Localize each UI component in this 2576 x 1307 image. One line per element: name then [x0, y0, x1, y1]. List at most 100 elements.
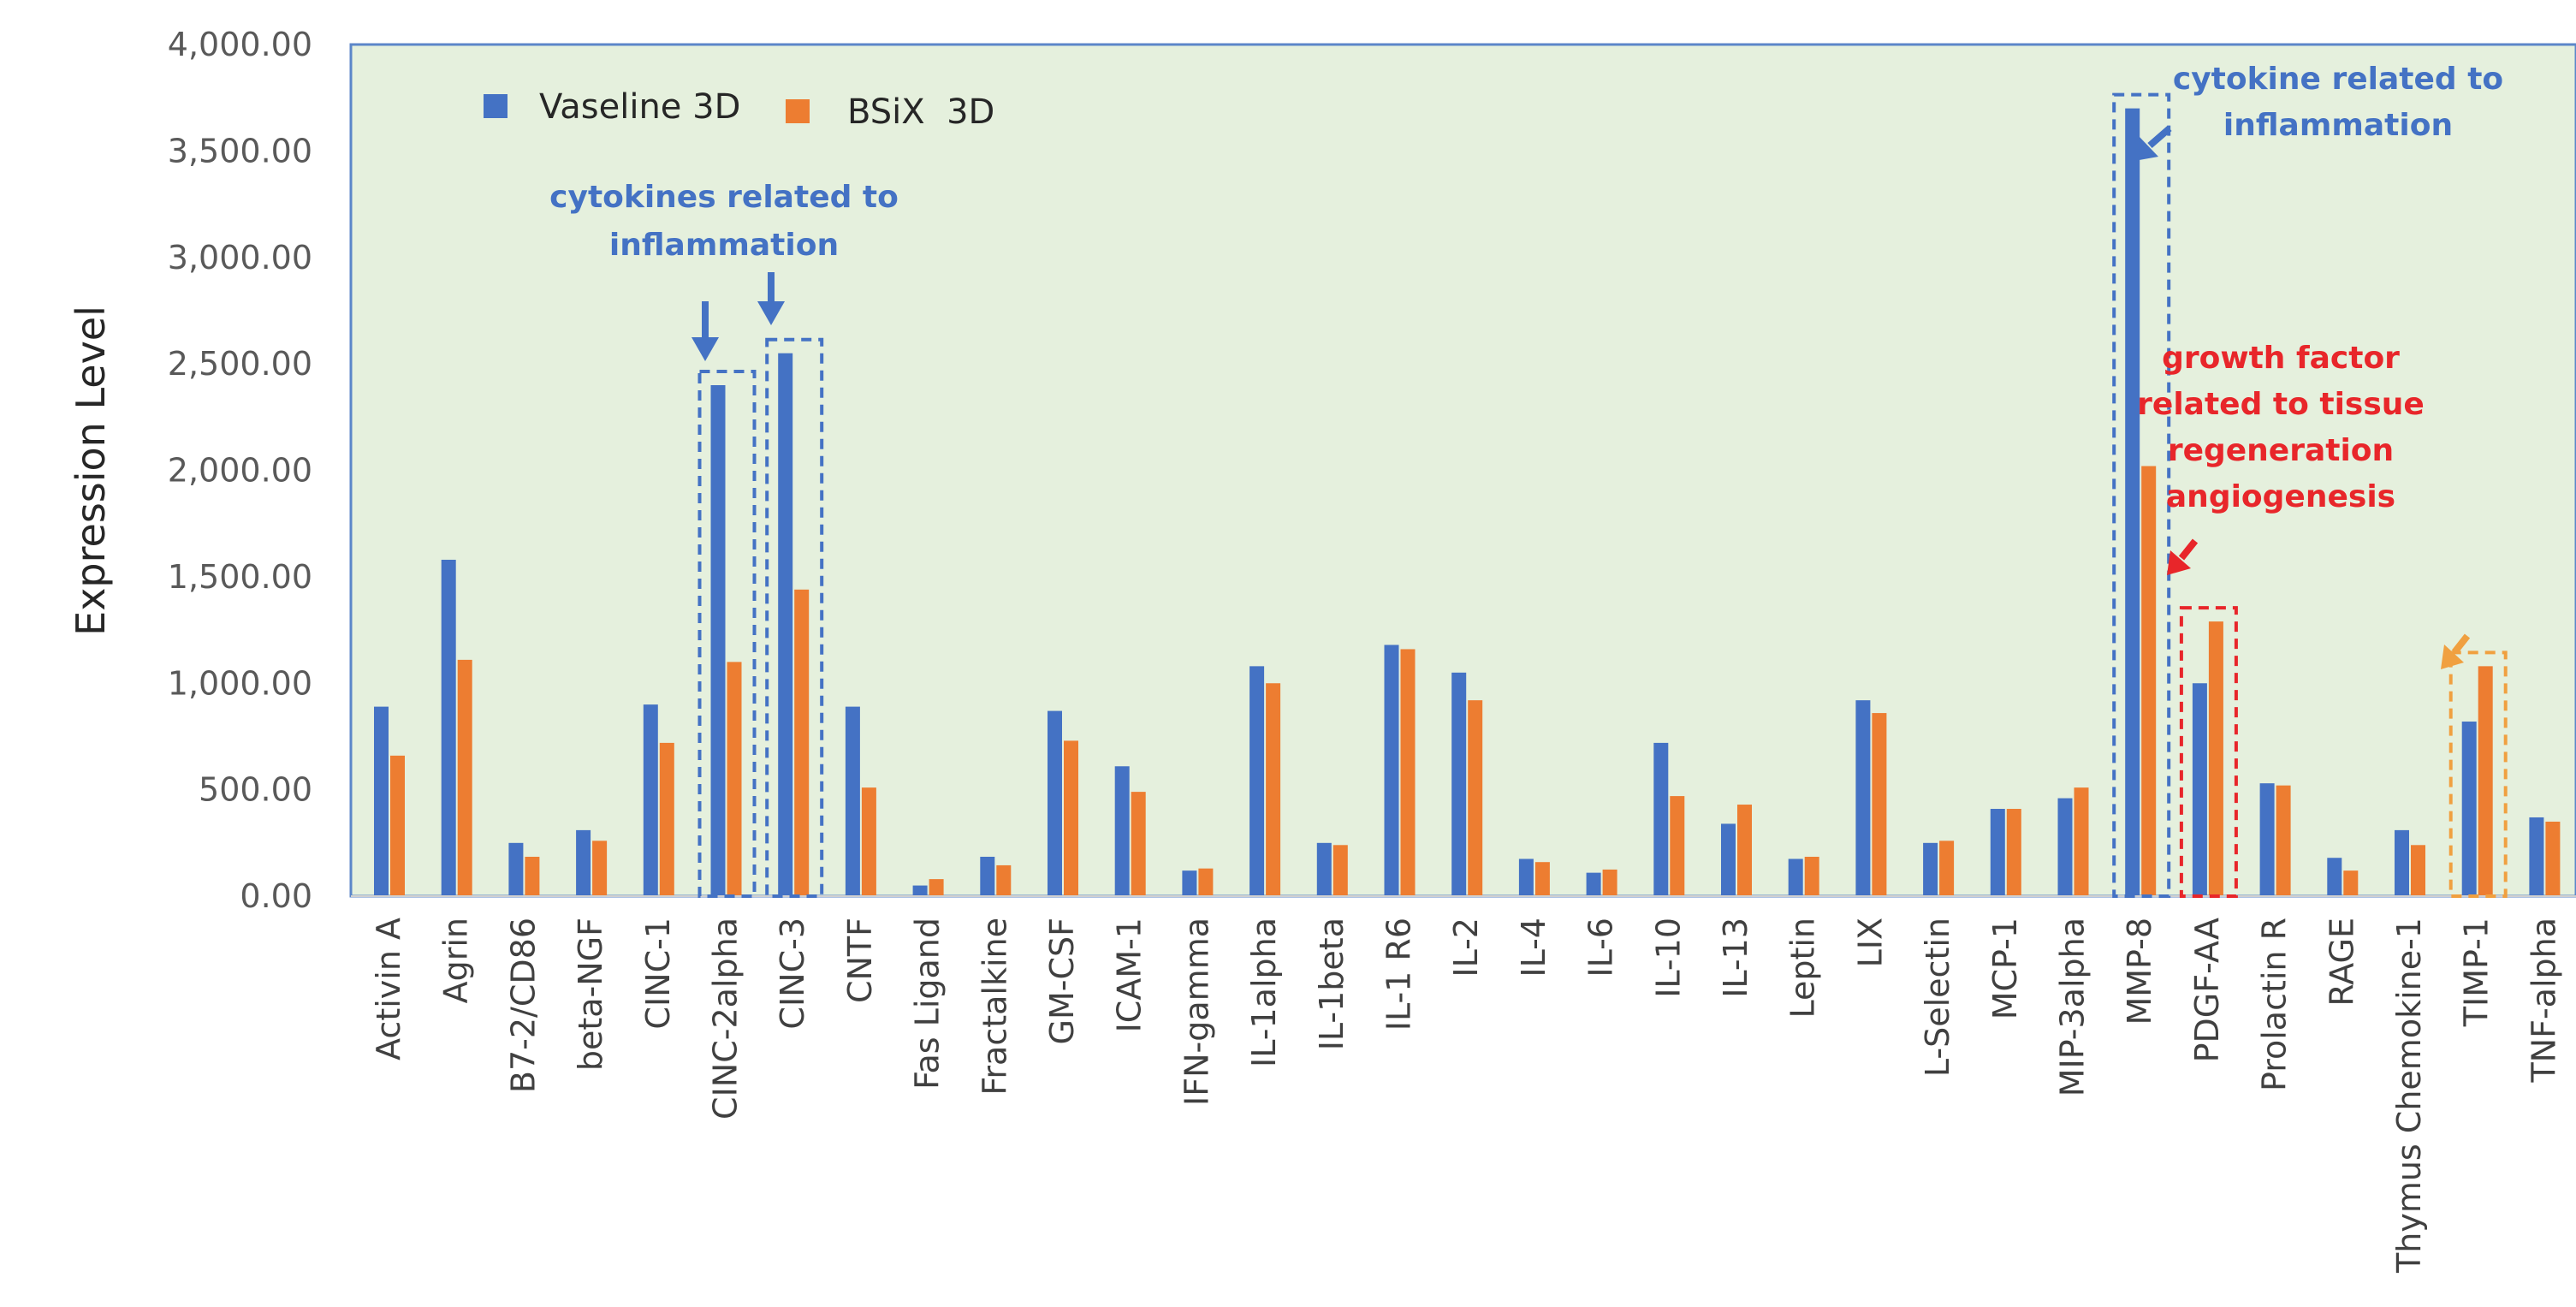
bar-bsix-3d	[1468, 700, 1483, 896]
bar-bsix-3d	[592, 841, 608, 896]
x-tick-label: IL-1alpha	[1245, 918, 1283, 1067]
x-tick-label: IL-1beta	[1313, 918, 1350, 1050]
x-tick-label: Leptin	[1784, 918, 1822, 1019]
bar-vaseline-3d	[2259, 783, 2275, 896]
x-tick-label: CINC-1	[639, 918, 677, 1030]
x-tick-label: LIX	[1851, 918, 1889, 967]
annotation-mmp8-line2: inflammation	[2223, 108, 2453, 143]
x-tick-label: CINC-3	[774, 918, 811, 1030]
bar-bsix-3d	[1131, 792, 1146, 896]
x-tick-label: L-Selectin	[1919, 918, 1956, 1077]
bar-bsix-3d	[390, 755, 405, 896]
arrow-timp1	[2441, 633, 2471, 669]
bar-bsix-3d	[2006, 809, 2021, 896]
y-tick-label: 2,000.00	[168, 452, 312, 490]
x-tick-label: IL-4	[1515, 918, 1552, 977]
bar-vaseline-3d	[1653, 742, 1669, 896]
bar-bsix-3d	[1804, 856, 1819, 896]
bar-vaseline-3d	[441, 559, 456, 896]
bar-bsix-3d	[996, 864, 1012, 896]
bar-bsix-3d	[2276, 785, 2291, 896]
bar-bsix-3d	[2343, 870, 2359, 896]
x-tick-label: MCP-1	[1986, 918, 2024, 1019]
x-tick-label: IFN-gamma	[1178, 918, 1215, 1106]
annotation-pdgf-line2: related to tissue	[2137, 387, 2425, 422]
y-tick-label: 1,500.00	[168, 558, 312, 596]
y-tick-label: 2,500.00	[168, 345, 312, 383]
bar-bsix-3d	[2208, 621, 2223, 896]
bar-vaseline-3d	[2529, 817, 2544, 896]
bar-bsix-3d	[2545, 821, 2561, 896]
arrow-cinc3	[757, 272, 785, 325]
bar-vaseline-3d	[1114, 766, 1130, 896]
x-tick-label: CINC-2alpha	[707, 918, 745, 1120]
bar-bsix-3d	[1064, 740, 1078, 896]
annotation-pdgf-line1: growth factor	[2162, 341, 2400, 376]
annotation-cinc-line2: inflammation	[609, 228, 839, 263]
annotation-pdgf-line4: angiogenesis	[2166, 479, 2395, 514]
bar-vaseline-3d	[912, 885, 928, 896]
bar-vaseline-3d	[2192, 683, 2207, 896]
x-tick-label: MIP-3alpha	[2054, 918, 2092, 1096]
x-tick-label: Prolactin R	[2256, 918, 2294, 1091]
x-tick-label: IL-2	[1447, 918, 1485, 977]
legend-label-bsix: BSiX 3D	[847, 92, 994, 132]
x-tick-label: ICAM-1	[1111, 918, 1149, 1032]
y-tick-label: 1,000.00	[168, 664, 312, 702]
bar-bsix-3d	[1872, 713, 1887, 896]
bar-bsix-3d	[929, 879, 944, 896]
y-tick-label: 0.00	[240, 877, 312, 915]
y-tick-label: 500.00	[199, 771, 312, 809]
bar-bsix-3d	[1670, 796, 1685, 896]
x-tick-label: Agrin	[437, 918, 475, 1003]
annotation-box-cinc-3	[765, 337, 824, 898]
x-tick-label: PDGF-AA	[2188, 918, 2226, 1062]
y-tick-label: 3,500.00	[168, 132, 312, 169]
bar-bsix-3d	[1602, 869, 1617, 896]
bar-bsix-3d	[2141, 466, 2157, 896]
annotation-mmp8-line1: cytokine related to	[2173, 62, 2503, 97]
arrow-pdgf	[2167, 538, 2199, 575]
y-tick-label: 3,000.00	[168, 239, 312, 276]
legend-swatch-vaseline	[484, 94, 507, 118]
bar-vaseline-3d	[1923, 842, 1938, 896]
x-tick-label: TNF-alpha	[2525, 918, 2562, 1084]
x-tick-label: IL-13	[1717, 918, 1754, 998]
bar-vaseline-3d	[2327, 858, 2342, 896]
annotation-pdgf-line3: regeneration	[2168, 433, 2394, 468]
legend: Vaseline 3D BSiX 3D	[484, 87, 994, 132]
bar-vaseline-3d	[2125, 108, 2140, 896]
x-tick-label: Thymus Chemokine-1	[2390, 918, 2428, 1274]
x-tick-label: IL-1 R6	[1380, 918, 1418, 1031]
bar-vaseline-3d	[778, 353, 793, 896]
bar-bsix-3d	[659, 742, 674, 896]
annotations: cytokines related to inflammation cytoki…	[549, 62, 2503, 514]
bar-bsix-3d	[2478, 666, 2493, 896]
x-tick-label: beta-NGF	[572, 918, 609, 1071]
bar-vaseline-3d	[374, 706, 389, 896]
legend-swatch-bsix	[786, 99, 810, 123]
y-axis-label: Expression Level	[68, 306, 114, 636]
bar-vaseline-3d	[508, 842, 524, 896]
x-tick-label: IL-6	[1582, 918, 1620, 977]
x-tick-label: IL-10	[1649, 918, 1687, 998]
x-tick-label: Activin A	[370, 918, 407, 1060]
x-tick-label: B7-2/CD86	[504, 918, 542, 1093]
annotation-box-mmp-8	[2112, 92, 2171, 898]
annotation-arrows	[691, 125, 2471, 669]
y-axis: 0.00 500.00 1,000.00 1,500.00 2,000.00 2,500.…	[168, 26, 312, 915]
bar-vaseline-3d	[1182, 870, 1197, 896]
annotation-cinc-line1: cytokines related to	[549, 180, 899, 215]
bar-bsix-3d	[1333, 845, 1348, 896]
bar-vaseline-3d	[2057, 798, 2073, 896]
bar-vaseline-3d	[643, 704, 658, 896]
bar-bsix-3d	[2074, 787, 2089, 896]
bar-vaseline-3d	[576, 829, 591, 896]
annotation-boxes-layer	[697, 92, 2508, 898]
bar-bsix-3d	[794, 589, 810, 896]
x-tick-label: RAGE	[2323, 918, 2360, 1007]
bar-bsix-3d	[2411, 845, 2425, 896]
bar-vaseline-3d	[845, 706, 860, 896]
